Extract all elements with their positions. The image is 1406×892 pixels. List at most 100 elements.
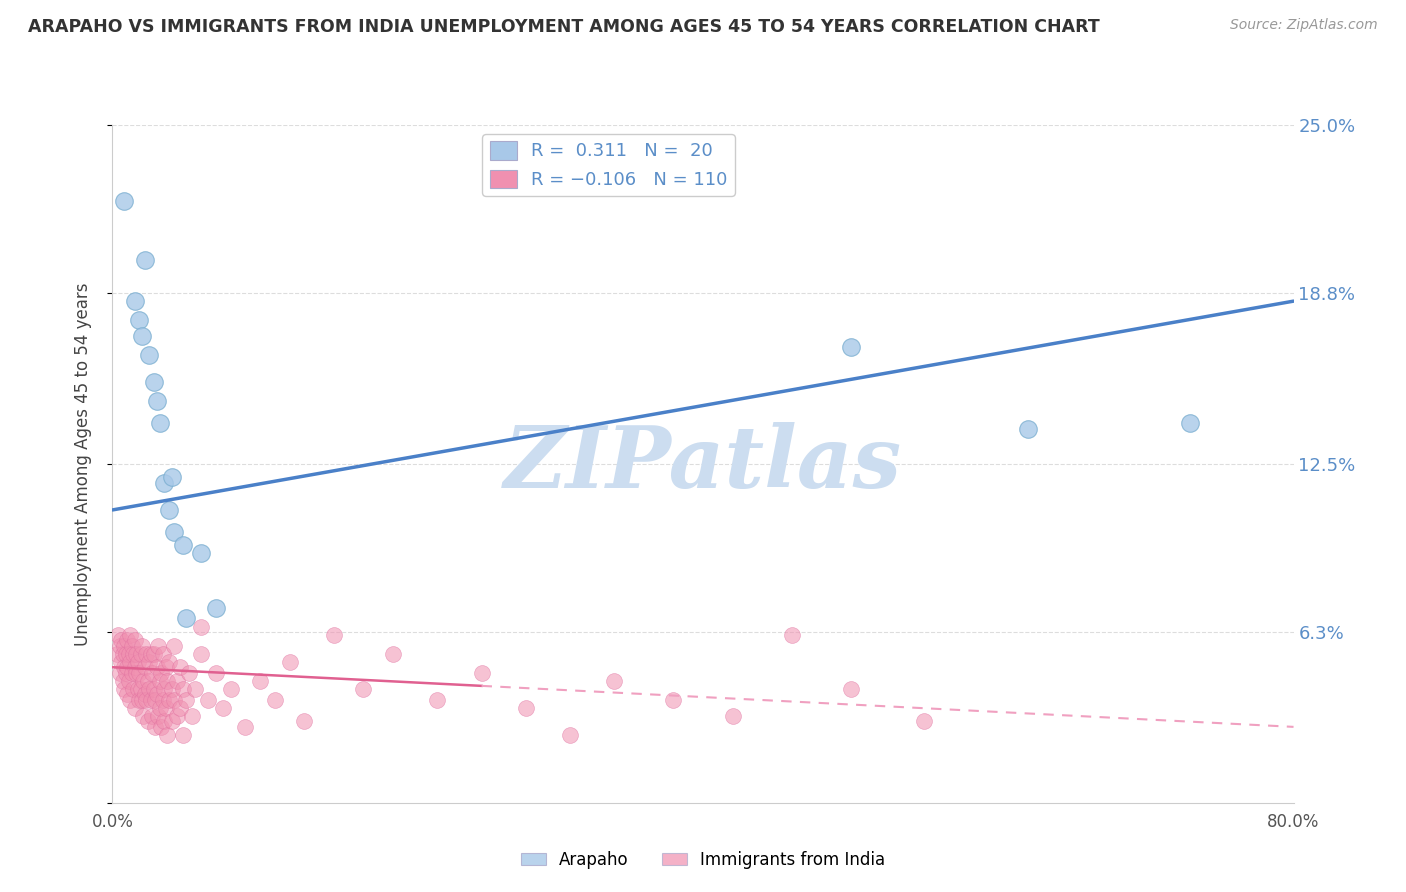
Point xyxy=(382,647,405,661)
Point xyxy=(142,681,165,696)
Point xyxy=(426,692,449,706)
Point xyxy=(127,681,149,696)
Point xyxy=(150,665,173,680)
Point xyxy=(219,681,242,696)
Point xyxy=(134,687,156,701)
Point xyxy=(780,628,803,642)
Point xyxy=(146,660,169,674)
Point xyxy=(839,340,862,354)
Point xyxy=(112,639,135,653)
Point xyxy=(157,503,180,517)
Point xyxy=(352,681,374,696)
Point xyxy=(139,692,162,706)
Point xyxy=(135,647,157,661)
Point xyxy=(128,692,150,706)
Point xyxy=(205,665,228,680)
Point xyxy=(139,647,162,661)
Point xyxy=(131,639,153,653)
Point xyxy=(264,692,287,706)
Text: Source: ZipAtlas.com: Source: ZipAtlas.com xyxy=(1230,18,1378,32)
Point xyxy=(124,660,146,674)
Point xyxy=(118,673,141,688)
Point xyxy=(129,647,152,661)
Point xyxy=(108,665,131,680)
Point xyxy=(149,673,172,688)
Point xyxy=(515,701,537,715)
Point xyxy=(112,194,135,208)
Text: ARAPAHO VS IMMIGRANTS FROM INDIA UNEMPLOYMENT AMONG AGES 45 TO 54 YEARS CORRELAT: ARAPAHO VS IMMIGRANTS FROM INDIA UNEMPLO… xyxy=(28,18,1099,36)
Point xyxy=(470,665,494,680)
Point xyxy=(111,647,134,661)
Point xyxy=(124,633,146,648)
Y-axis label: Unemployment Among Ages 45 to 54 years: Unemployment Among Ages 45 to 54 years xyxy=(73,282,91,646)
Point xyxy=(163,524,186,539)
Point xyxy=(149,416,172,430)
Point xyxy=(558,728,582,742)
Point xyxy=(160,681,183,696)
Point xyxy=(152,692,174,706)
Point xyxy=(172,681,194,696)
Point xyxy=(136,714,159,729)
Legend: Arapaho, Immigrants from India: Arapaho, Immigrants from India xyxy=(515,845,891,876)
Point xyxy=(146,394,169,409)
Point xyxy=(128,313,150,327)
Point xyxy=(153,681,176,696)
Point xyxy=(117,633,138,648)
Point xyxy=(190,647,212,661)
Point xyxy=(1017,421,1039,435)
Point xyxy=(131,329,153,343)
Point xyxy=(142,647,165,661)
Point xyxy=(125,665,148,680)
Point xyxy=(155,701,177,715)
Point xyxy=(131,692,153,706)
Point xyxy=(839,681,862,696)
Point xyxy=(138,348,160,362)
Point xyxy=(212,701,235,715)
Point xyxy=(166,709,188,723)
Point xyxy=(156,673,179,688)
Point xyxy=(121,639,143,653)
Point xyxy=(138,655,160,669)
Point xyxy=(181,709,204,723)
Point xyxy=(169,660,191,674)
Point xyxy=(155,660,177,674)
Point xyxy=(143,720,166,734)
Point xyxy=(157,655,180,669)
Point xyxy=(117,660,138,674)
Point xyxy=(122,647,145,661)
Point xyxy=(148,709,170,723)
Point xyxy=(160,470,183,484)
Point xyxy=(110,655,132,669)
Point xyxy=(721,709,744,723)
Point xyxy=(1178,416,1201,430)
Point xyxy=(110,633,132,648)
Point xyxy=(146,687,169,701)
Point xyxy=(249,673,271,688)
Point xyxy=(662,692,685,706)
Point xyxy=(153,475,176,490)
Point xyxy=(169,701,191,715)
Point xyxy=(148,639,170,653)
Point xyxy=(153,714,176,729)
Point xyxy=(205,600,228,615)
Point xyxy=(190,619,212,633)
Point xyxy=(132,709,155,723)
Point xyxy=(172,538,194,552)
Point xyxy=(163,692,186,706)
Point xyxy=(107,628,129,642)
Point xyxy=(120,655,142,669)
Point xyxy=(118,647,141,661)
Point xyxy=(134,253,156,268)
Point xyxy=(141,709,163,723)
Point xyxy=(138,681,160,696)
Point xyxy=(114,647,136,661)
Point xyxy=(120,628,142,642)
Point xyxy=(132,673,155,688)
Point xyxy=(129,681,152,696)
Point xyxy=(142,376,165,390)
Point xyxy=(292,714,315,729)
Point xyxy=(125,647,148,661)
Point xyxy=(278,655,301,669)
Point xyxy=(174,611,197,625)
Point xyxy=(914,714,936,729)
